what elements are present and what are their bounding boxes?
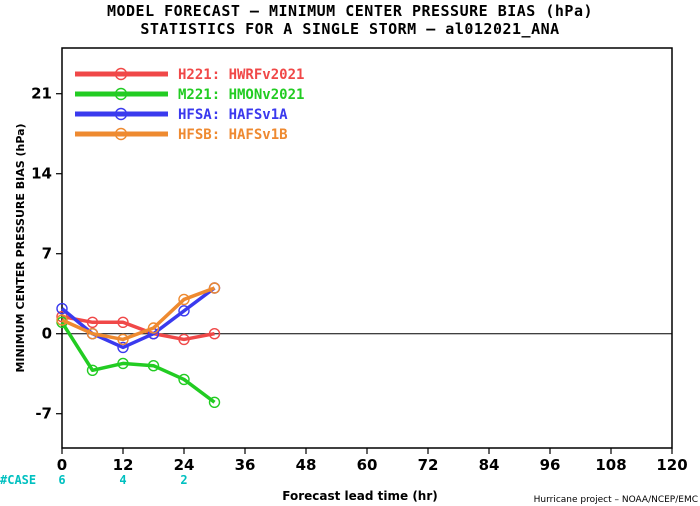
x-tick-label: 60 <box>357 456 378 474</box>
data-point <box>117 341 129 354</box>
x-tick-label: 36 <box>235 456 256 474</box>
data-point <box>117 357 129 370</box>
series-1 <box>56 316 221 408</box>
data-point <box>56 302 68 315</box>
series-layer <box>56 282 221 408</box>
data-point <box>147 322 160 334</box>
legend-label: H221: HWRFv2021 <box>178 67 304 83</box>
data-point <box>56 314 68 326</box>
x-tick-label: 48 <box>296 456 317 474</box>
chart-subtitle: STATISTICS FOR A SINGLE STORM – al012021… <box>140 20 560 38</box>
data-point <box>86 328 99 340</box>
y-axis-ticks: -7 0 7 14 21 <box>31 85 62 423</box>
credit-text: Hurricane project – NOAA/NCEP/EMC <box>534 495 698 505</box>
data-point <box>178 333 190 346</box>
series-3 <box>56 282 221 346</box>
x-tick-label: 72 <box>418 456 439 474</box>
legend-marker <box>114 107 128 121</box>
x-tick-label: 108 <box>595 456 626 474</box>
y-tick-label: 21 <box>31 85 52 103</box>
x-tick-label: 84 <box>479 456 500 474</box>
y-tick-label: 0 <box>42 325 52 343</box>
data-point <box>208 282 221 294</box>
case-count: 2 <box>180 473 187 487</box>
case-count: 4 <box>119 473 126 487</box>
data-point <box>117 316 129 328</box>
legend-marker <box>114 67 128 81</box>
y-tick-label: -7 <box>35 405 52 423</box>
legend: H221: HWRFv2021 M221: HMONv2021 HFSA: HAFS… <box>75 67 304 143</box>
y-tick-label: 14 <box>31 165 52 183</box>
x-tick-label: 12 <box>113 456 134 474</box>
data-point <box>86 364 99 376</box>
y-tick-label: 7 <box>42 245 52 263</box>
legend-marker <box>114 87 128 101</box>
data-point <box>178 373 190 386</box>
case-count: 6 <box>58 473 65 487</box>
series-line <box>60 321 216 404</box>
y-axis-label: MINIMUM CENTER PRESSURE BIAS (hPa) <box>14 123 27 372</box>
legend-label: HFSA: HAFSv1A <box>178 107 288 123</box>
data-point <box>147 360 160 372</box>
x-axis-ticks: 0 12 24 36 48 60 72 84 96 108 120 <box>57 448 688 474</box>
data-point <box>178 305 190 317</box>
chart-title: MODEL FORECAST – MINIMUM CENTER PRESSURE… <box>106 2 594 20</box>
data-point <box>117 333 129 346</box>
x-tick-label: 24 <box>174 456 195 474</box>
legend-label: HFSB: HAFSv1B <box>178 127 288 143</box>
legend-marker <box>114 127 128 141</box>
series-line <box>61 286 216 342</box>
case-counts: #CASE 6 4 2 <box>0 473 188 487</box>
data-point <box>178 293 190 306</box>
x-tick-label: 96 <box>540 456 561 474</box>
x-axis-label: Forecast lead time (hr) <box>282 489 438 503</box>
x-tick-label: 120 <box>656 456 687 474</box>
x-tick-label: 0 <box>57 456 67 474</box>
case-label: #CASE <box>0 473 36 487</box>
plot-frame <box>61 47 673 449</box>
data-point <box>208 396 221 408</box>
legend-label: M221: HMONv2021 <box>178 87 304 103</box>
data-point <box>86 316 99 328</box>
data-point <box>208 328 221 340</box>
